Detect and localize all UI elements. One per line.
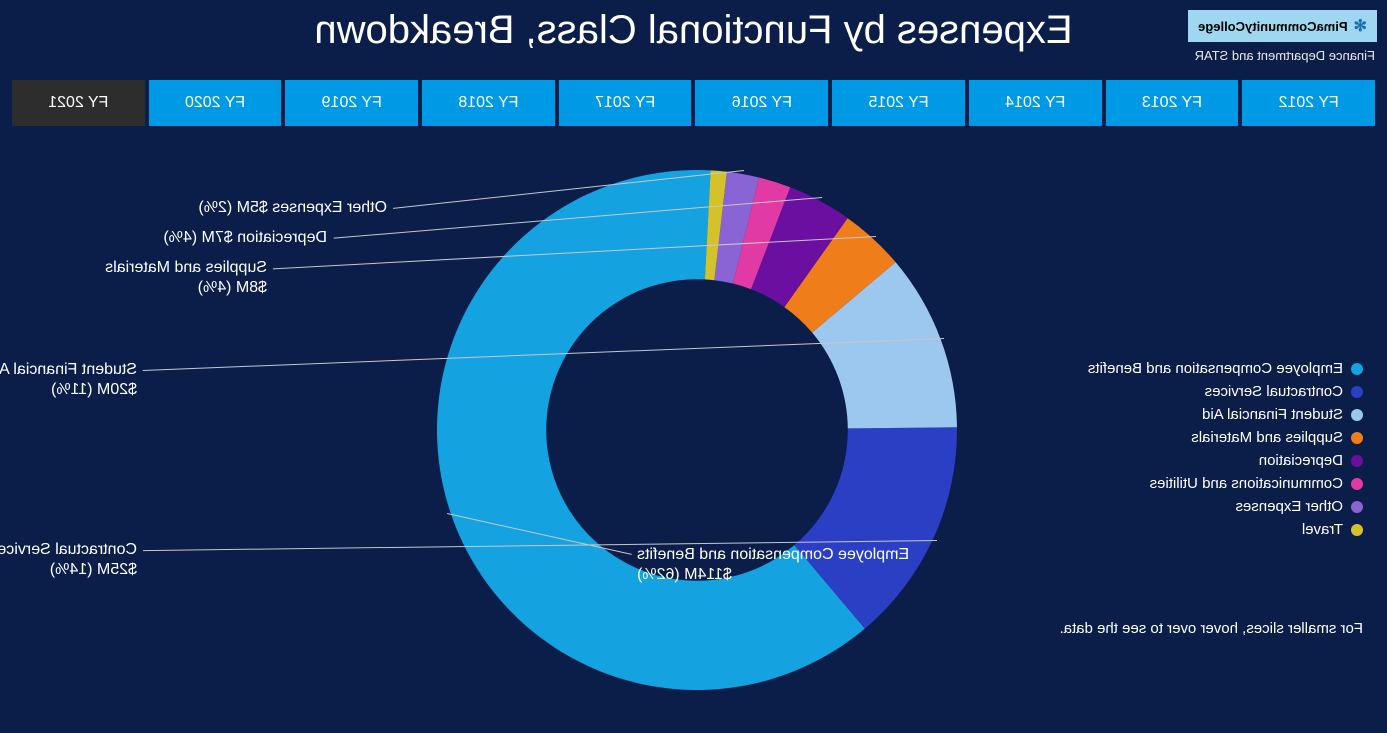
fiscal-year-tabs: FY 2012FY 2013FY 2014FY 2015FY 2016FY 20… bbox=[12, 80, 1375, 126]
legend-label: Depreciation bbox=[1259, 452, 1343, 469]
hover-hint: For smaller slices, hover over to see th… bbox=[1060, 620, 1363, 637]
tab-fy-2014[interactable]: FY 2014 bbox=[969, 80, 1102, 126]
legend-label: Employee Compensation and Benefits bbox=[1088, 360, 1343, 377]
callout-line1: Depreciation $7M (4%) bbox=[163, 228, 327, 248]
legend-swatch-icon bbox=[1351, 432, 1363, 444]
legend-label: Supplies and Materials bbox=[1191, 429, 1343, 446]
callout-line2: $114M (62%) bbox=[637, 565, 1387, 585]
chart-callout: Other Expenses $5M (2%) bbox=[198, 198, 387, 218]
legend-item[interactable]: Other Expenses bbox=[1088, 498, 1363, 515]
tab-fy-2016[interactable]: FY 2016 bbox=[695, 80, 828, 126]
legend-swatch-icon bbox=[1351, 478, 1363, 490]
tab-fy-2012[interactable]: FY 2012 bbox=[1242, 80, 1375, 126]
legend-swatch-icon bbox=[1351, 386, 1363, 398]
legend-swatch-icon bbox=[1351, 363, 1363, 375]
chart-callout: Student Financial Aid$20M (11%) bbox=[0, 360, 137, 400]
chart-callout: Depreciation $7M (4%) bbox=[163, 228, 327, 248]
chart-callout: Contractual Services$25M (14%) bbox=[0, 540, 137, 580]
chart-legend: Employee Compensation and Benefits Contra… bbox=[1088, 360, 1363, 544]
legend-item[interactable]: Communications and Utilities bbox=[1088, 475, 1363, 492]
legend-swatch-icon bbox=[1351, 455, 1363, 467]
callout-line1: Employee Compensation and Benefits bbox=[637, 545, 1387, 565]
callout-line1: Contractual Services bbox=[0, 540, 137, 560]
page-title: Expenses by Functional Class, Breakdown bbox=[0, 8, 1387, 53]
callout-line1: Supplies and Materials bbox=[105, 258, 267, 278]
tab-fy-2017[interactable]: FY 2017 bbox=[559, 80, 692, 126]
callout-line1: Student Financial Aid bbox=[0, 360, 137, 380]
tab-fy-2018[interactable]: FY 2018 bbox=[422, 80, 555, 126]
legend-label: Other Expenses bbox=[1235, 498, 1343, 515]
legend-item[interactable]: Contractual Services bbox=[1088, 383, 1363, 400]
chart-callout: Supplies and Materials$8M (4%) bbox=[105, 258, 267, 298]
legend-item[interactable]: Depreciation bbox=[1088, 452, 1363, 469]
tab-fy-2013[interactable]: FY 2013 bbox=[1106, 80, 1239, 126]
legend-swatch-icon bbox=[1351, 501, 1363, 513]
legend-label: Communications and Utilities bbox=[1150, 475, 1343, 492]
callout-line2: $25M (14%) bbox=[0, 560, 137, 580]
tab-fy-2015[interactable]: FY 2015 bbox=[832, 80, 965, 126]
legend-label: Student Financial Aid bbox=[1202, 406, 1343, 423]
donut-chart[interactable] bbox=[427, 160, 967, 700]
legend-label: Contractual Services bbox=[1205, 383, 1343, 400]
callout-line2: $8M (4%) bbox=[105, 278, 267, 298]
legend-item[interactable]: Student Financial Aid bbox=[1088, 406, 1363, 423]
legend-item[interactable]: Employee Compensation and Benefits bbox=[1088, 360, 1363, 377]
tab-fy-2021[interactable]: FY 2021 bbox=[12, 80, 145, 126]
legend-item[interactable]: Travel bbox=[1088, 521, 1363, 538]
tab-fy-2020[interactable]: FY 2020 bbox=[149, 80, 282, 126]
tab-fy-2019[interactable]: FY 2019 bbox=[285, 80, 418, 126]
legend-label: Travel bbox=[1302, 521, 1343, 538]
legend-swatch-icon bbox=[1351, 524, 1363, 536]
callout-line2: $20M (11%) bbox=[0, 380, 137, 400]
legend-item[interactable]: Supplies and Materials bbox=[1088, 429, 1363, 446]
legend-swatch-icon bbox=[1351, 409, 1363, 421]
chart-callout: Employee Compensation and Benefits$114M … bbox=[637, 545, 1387, 585]
callout-line1: Other Expenses $5M (2%) bbox=[198, 198, 387, 218]
